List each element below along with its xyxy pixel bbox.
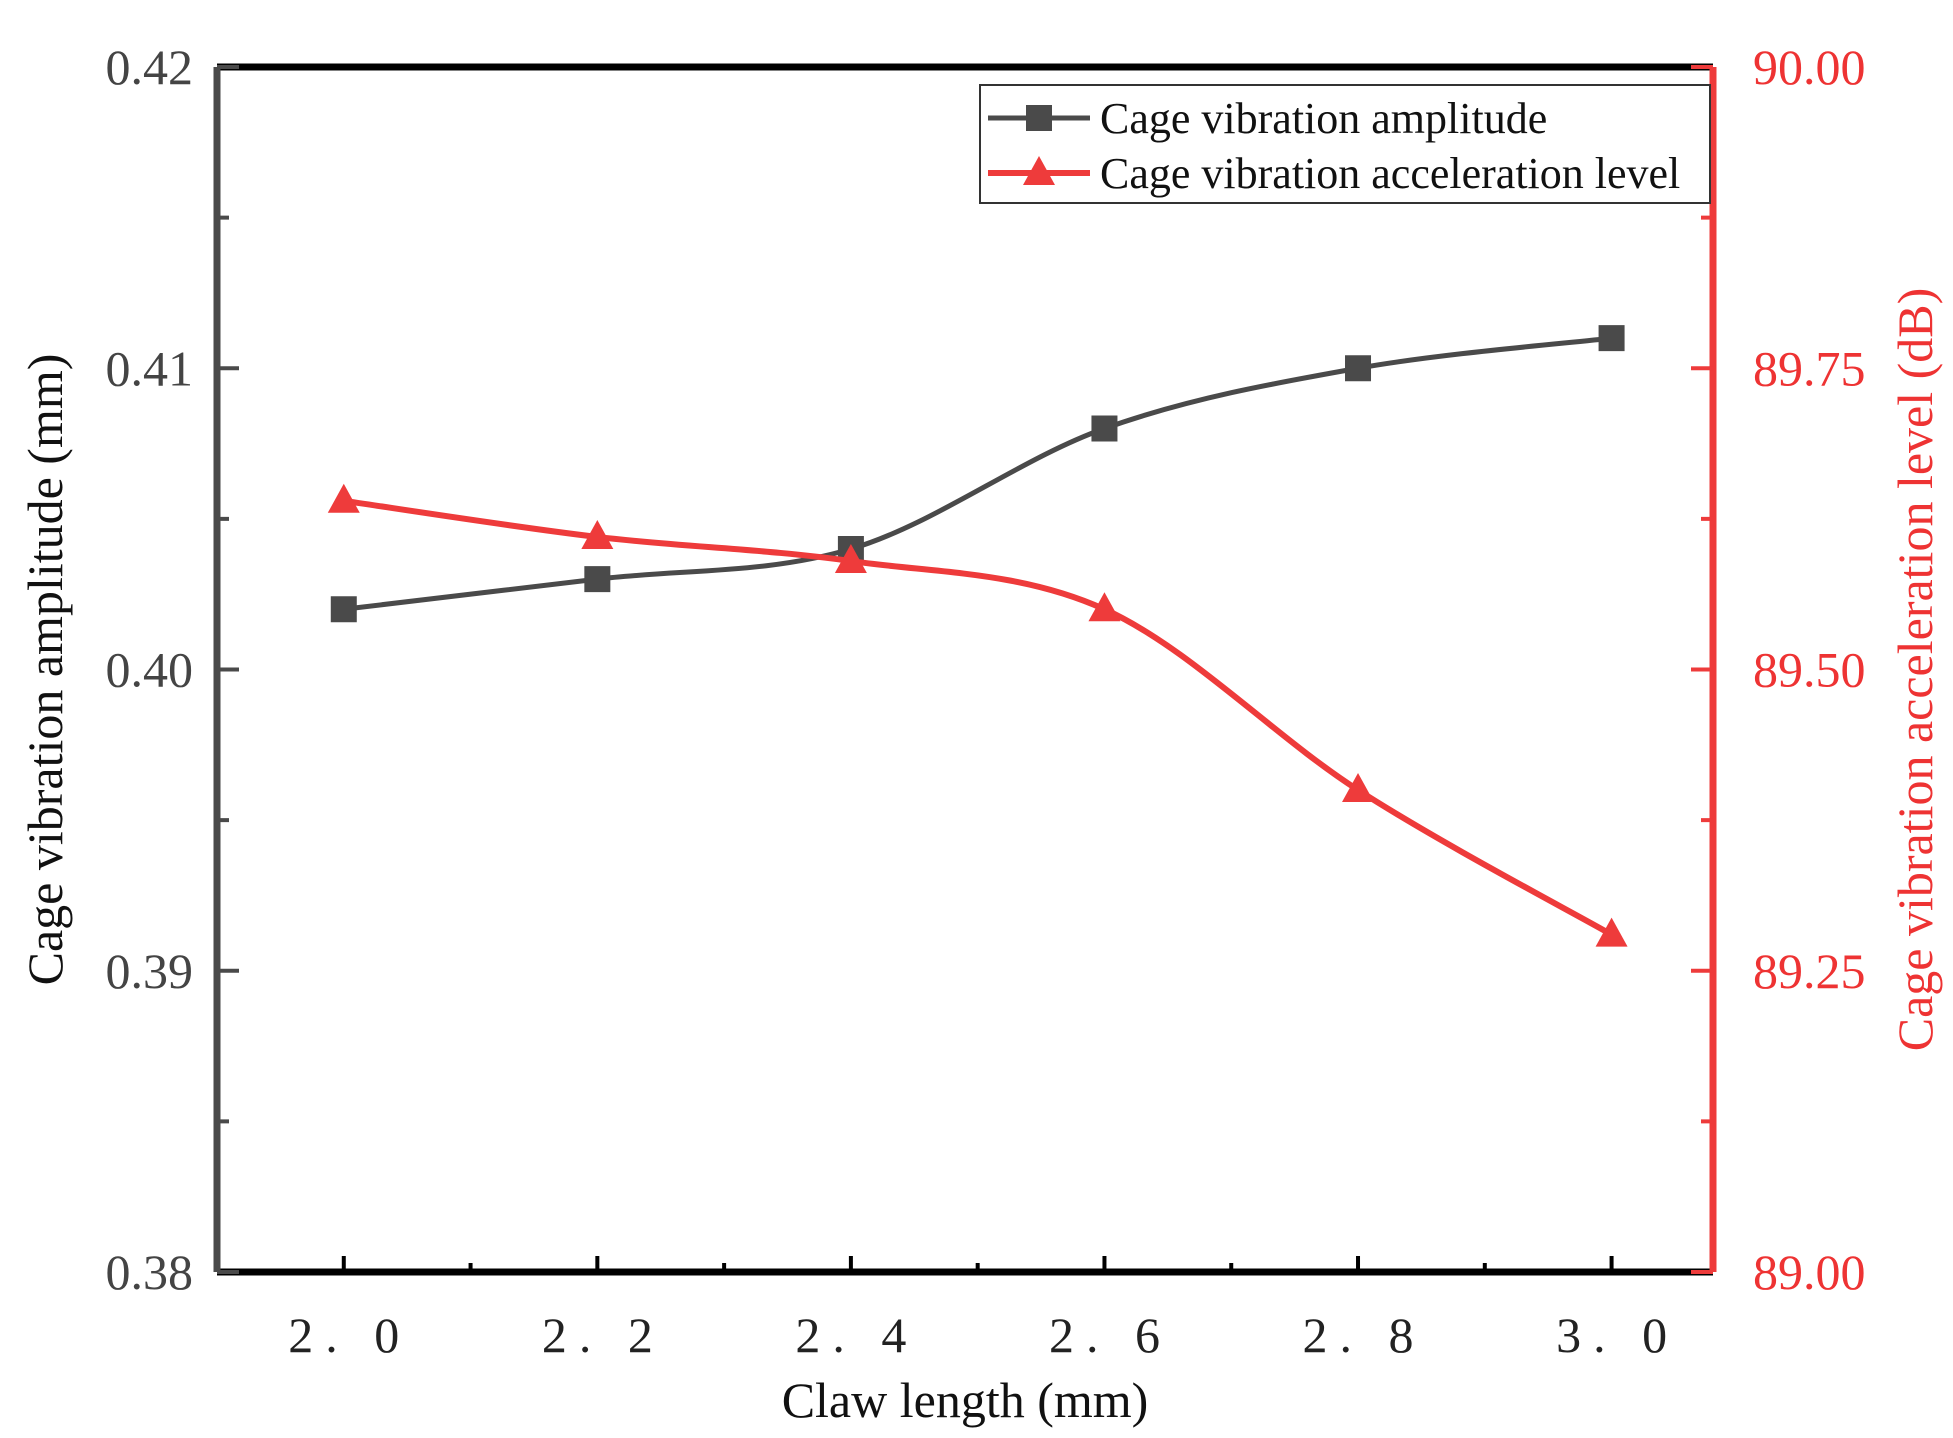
y-left-axis-title: Cage vibration amplitude (mm)	[17, 354, 73, 986]
x-tick-label: 2. 8	[1303, 1307, 1426, 1363]
series-2-point	[1342, 773, 1375, 802]
axes: 2. 0 2. 2 2. 4 2. 6 2. 8 3. 0 0.38 0.39 0.40 0.41…	[17, 39, 1943, 1428]
x-tick-label: 3. 0	[1556, 1307, 1679, 1363]
y-left-tick-label: 0.38	[106, 1244, 194, 1300]
series-2-point	[581, 519, 614, 549]
y-left-tick-label: 0.42	[106, 39, 194, 95]
y-right-axis-title: Cage vibration acceleration level (dB)	[1887, 288, 1943, 1052]
x-tick-label: 2. 6	[1049, 1307, 1172, 1363]
series-1-point	[584, 566, 611, 593]
series-line-2	[343, 497, 1614, 938]
legend-label-1: Cage vibration amplitude	[1100, 94, 1547, 143]
x-axis-title: Claw length (mm)	[782, 1372, 1149, 1428]
series-line-1	[343, 335, 1612, 612]
x-tick-label: 2. 2	[542, 1307, 665, 1363]
y-right-tick-label: 90.00	[1753, 39, 1866, 95]
series-1-point	[1345, 355, 1372, 382]
series-2-point	[1088, 592, 1121, 622]
y-left-tick-label: 0.40	[106, 642, 194, 698]
y-right-tick-label: 89.75	[1753, 340, 1866, 396]
series-1-point	[1598, 325, 1625, 352]
y-left-tick-label: 0.39	[106, 943, 194, 999]
series-2-point	[327, 483, 360, 513]
y-right-tick-label: 89.50	[1753, 642, 1866, 698]
x-tick-label: 2. 4	[795, 1307, 918, 1363]
series-group	[327, 325, 1628, 947]
legend-marker-2	[1023, 156, 1055, 185]
y-right-tick-label: 89.00	[1753, 1244, 1866, 1300]
x-tick-label: 2. 0	[288, 1307, 411, 1363]
series-1-point	[1091, 415, 1118, 442]
series-2-point	[1595, 917, 1628, 947]
series-1-point	[330, 596, 357, 623]
legend-marker-1	[1026, 105, 1052, 131]
legend-label-2: Cage vibration acceleration level	[1100, 149, 1680, 198]
y-right-tick-label: 89.25	[1753, 943, 1866, 999]
legend-box	[979, 84, 1711, 204]
legend: Cage vibration amplitude Cage vibration a…	[979, 84, 1711, 204]
y-left-tick-label: 0.41	[106, 340, 194, 396]
series-2-point	[834, 544, 867, 574]
